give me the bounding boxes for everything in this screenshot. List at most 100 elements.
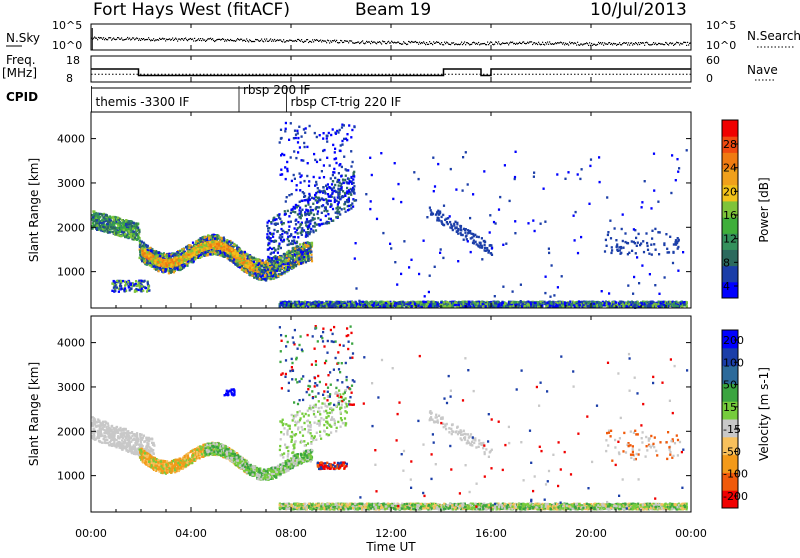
power-cell [290, 209, 292, 211]
power-cell [285, 259, 287, 261]
power-cell [321, 223, 323, 225]
nsky-point [330, 40, 331, 41]
power-cell [292, 255, 294, 257]
power-cell [287, 210, 289, 212]
nsky-point [301, 39, 302, 40]
nsky-point [688, 44, 689, 45]
power-cell [280, 257, 282, 259]
power-cell [274, 269, 276, 271]
nsky-point [153, 38, 154, 39]
nsky-point [201, 40, 202, 41]
power-cell [214, 237, 216, 239]
power-cell [247, 265, 249, 267]
nsky-point [627, 44, 628, 45]
power-cell [259, 267, 261, 269]
power-cell [283, 239, 285, 241]
nsky-point [488, 44, 489, 45]
power-cell [271, 257, 273, 259]
nsky-point [417, 42, 418, 43]
power-cell [149, 264, 151, 266]
nsky-point [362, 40, 363, 41]
power-cell [296, 130, 298, 132]
power-cell [201, 246, 203, 248]
power-cell [273, 277, 275, 279]
power-cell [283, 154, 285, 156]
power-cell [327, 213, 329, 215]
power-cell [133, 222, 135, 224]
power-cell [227, 257, 229, 259]
power-cell [338, 184, 340, 186]
power-cell [288, 258, 290, 260]
nsky-point [668, 44, 669, 45]
power-cell [277, 223, 279, 225]
nsky-point [443, 44, 444, 45]
power-cell [292, 259, 294, 261]
power-cell [353, 175, 355, 177]
nsky-point [223, 39, 224, 40]
power-cell [311, 242, 313, 244]
nsky-point [282, 41, 283, 42]
power-cell [312, 225, 314, 227]
power-cell [274, 249, 276, 251]
nsky-point [463, 43, 464, 44]
nsky-point [140, 40, 141, 41]
power-cell [236, 265, 238, 267]
power-cell [239, 249, 241, 251]
nsky-point [402, 43, 403, 44]
power-cell [353, 185, 355, 187]
nsky-point [655, 43, 656, 44]
nsky-point [137, 38, 138, 39]
nsky-point [386, 43, 387, 44]
power-cell [279, 234, 281, 236]
power-cell [314, 132, 316, 134]
power-cell [241, 251, 243, 253]
nsky-point [229, 40, 230, 41]
nsky-point [425, 44, 426, 45]
nsky-point [628, 42, 629, 43]
power-cell [264, 261, 266, 263]
power-cell [290, 221, 292, 223]
nsky-point [194, 38, 195, 39]
power-cell [285, 200, 287, 202]
power-cell [294, 130, 296, 132]
nsky-point [690, 42, 691, 43]
power-cell [166, 265, 168, 267]
nsky-point [266, 38, 267, 39]
power-cell [242, 269, 244, 271]
power-cell [301, 227, 303, 229]
power-cell [209, 241, 211, 243]
power-cell [331, 183, 333, 185]
power-cell [295, 264, 297, 266]
nave-tick-top: 60 [706, 54, 720, 67]
nsky-point [424, 43, 425, 44]
power-cell [302, 245, 304, 247]
nsky-point [129, 38, 130, 39]
nsky-point [343, 42, 344, 43]
power-cell [319, 159, 321, 161]
power-cell [249, 273, 251, 275]
power-cell [297, 261, 299, 263]
cpid-mode-label: themis -3300 IF [96, 95, 190, 109]
power-cell [147, 288, 149, 290]
power-cell [246, 260, 248, 262]
nsky-point [97, 39, 98, 40]
power-cell [284, 254, 286, 256]
power-cell [292, 250, 294, 252]
nsky-point [639, 44, 640, 45]
nsky-point [631, 42, 632, 43]
nsky-point [127, 37, 128, 38]
nsky-point [339, 42, 340, 43]
power-cell [299, 258, 301, 260]
nsky-point [579, 45, 580, 46]
power-cell [290, 156, 292, 158]
nsky-point [244, 40, 245, 41]
power-cell [271, 248, 273, 250]
power-cell [193, 254, 195, 256]
nsky-point [329, 42, 330, 43]
power-cell [114, 227, 116, 229]
power-cell [148, 285, 150, 287]
nsky-point [126, 38, 127, 39]
power-cell [180, 267, 182, 269]
power-cell [110, 226, 112, 228]
